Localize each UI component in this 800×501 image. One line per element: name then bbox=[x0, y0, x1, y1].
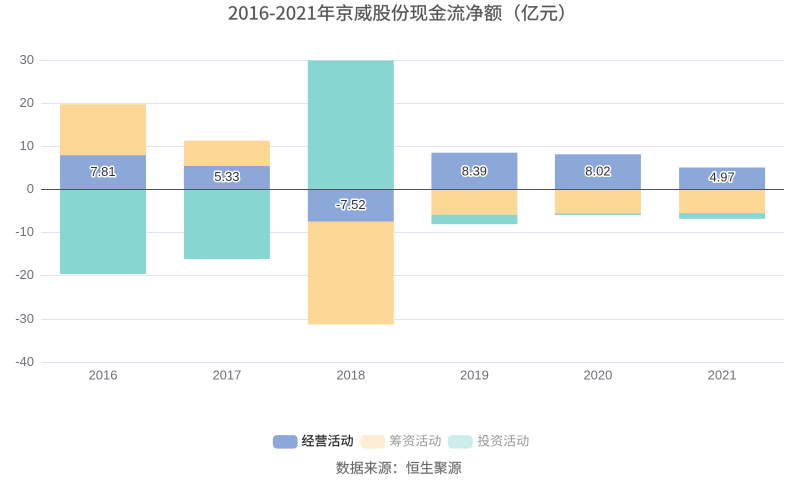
svg-text:-10: -10 bbox=[15, 224, 34, 239]
svg-text:-20: -20 bbox=[15, 267, 34, 282]
svg-text:10: 10 bbox=[20, 138, 34, 153]
svg-text:4.97: 4.97 bbox=[709, 170, 734, 185]
svg-text:7.81: 7.81 bbox=[90, 164, 115, 179]
svg-text:0: 0 bbox=[27, 181, 34, 196]
svg-text:8.02: 8.02 bbox=[585, 164, 610, 179]
svg-text:8.39: 8.39 bbox=[462, 163, 487, 178]
svg-text:2016: 2016 bbox=[89, 367, 118, 382]
svg-text:-30: -30 bbox=[15, 311, 34, 326]
svg-text:2018: 2018 bbox=[336, 367, 365, 382]
svg-text:-40: -40 bbox=[15, 354, 34, 369]
svg-text:2021: 2021 bbox=[708, 367, 737, 382]
svg-text:2019: 2019 bbox=[460, 367, 489, 382]
svg-text:2020: 2020 bbox=[583, 367, 612, 382]
svg-text:2017: 2017 bbox=[212, 367, 241, 382]
svg-text:-7.52: -7.52 bbox=[336, 197, 366, 212]
svg-text:5.33: 5.33 bbox=[214, 169, 239, 184]
svg-text:20: 20 bbox=[20, 95, 34, 110]
svg-text:30: 30 bbox=[20, 52, 34, 67]
